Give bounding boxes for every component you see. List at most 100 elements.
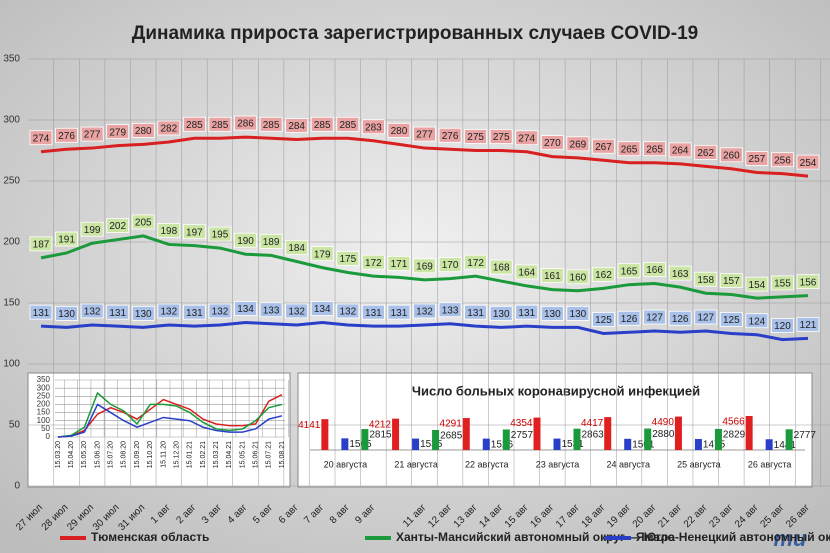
data-label-box [719,312,743,327]
data-label-box [592,138,615,154]
x-tick-label: 15.08.21 [279,441,286,468]
logo: mu [774,526,808,551]
data-label: 274 [518,133,535,144]
data-label: 1535 [420,439,443,450]
bar [341,438,349,450]
data-label: 270 [544,138,561,149]
data-label-box [566,269,590,285]
y-tick-label: 200 [3,237,20,248]
bar [745,416,753,450]
data-label: 195 [212,230,229,241]
data-label-box [259,234,283,249]
data-label-box [387,255,411,271]
data-label-box [234,301,257,316]
legend-label: Ханты-Мансийский автономный округ — Югра [396,530,675,544]
data-label-box [566,305,590,321]
data-label: 184 [288,243,305,254]
data-label: 279 [109,127,126,138]
data-label-box [515,304,539,320]
data-label-box [464,254,488,270]
y-tick-label: 50 [41,424,50,433]
data-label-box [771,152,794,168]
data-label-box [694,271,718,287]
data-label: 280 [391,126,408,137]
data-label: 4354 [510,418,533,429]
bar [321,419,329,450]
data-label: 4490 [652,417,675,428]
data-label-box [592,266,615,282]
data-label-box [285,118,309,133]
bar [412,438,420,450]
data-label-box [336,116,360,132]
data-label: 127 [646,313,663,324]
data-label: 275 [493,132,510,143]
x-tick-label: 22 августа [465,459,509,469]
data-label-box [234,232,257,248]
data-label: 131 [186,308,203,319]
y-tick-label: 300 [37,383,51,392]
data-label: 156 [800,277,817,288]
data-label-box [592,312,615,327]
data-label: 154 [749,280,766,291]
data-label: 130 [135,309,152,320]
data-label: 132 [160,307,177,318]
data-label-box [106,124,130,140]
data-label: 131 [365,308,382,319]
inset-title: Число больных коронавирусной инфекцией [412,383,700,398]
series-line [57,391,283,438]
data-label-box [106,304,130,320]
bar [432,430,440,450]
data-label: 132 [339,307,356,318]
y-tick-label: 300 [3,115,20,126]
data-label: 190 [237,236,254,247]
data-label: 172 [467,258,484,269]
x-tick-label: 15.04.20 [68,441,75,468]
data-label-box [413,258,436,274]
bar [462,418,470,450]
data-label: 264 [672,146,689,157]
data-label: 1526 [491,439,514,450]
data-label: 191 [58,235,75,246]
data-label: 274 [33,133,50,144]
data-label: 133 [263,305,280,316]
y-tick-label: 50 [9,420,21,431]
data-label: 130 [544,309,561,320]
data-label: 187 [33,240,50,251]
x-tick-label: 25 августа [677,459,721,469]
y-tick-label: 100 [3,359,20,370]
series-line [57,403,283,438]
data-label: 126 [621,314,638,325]
data-label-box [796,154,820,170]
x-tick-label: 15.02.21 [200,441,207,468]
data-label: 130 [493,309,510,320]
data-label: 134 [314,304,331,315]
data-label: 1441 [774,440,797,451]
inset-panel [297,372,813,488]
data-label: 267 [595,142,612,153]
data-label: 2863 [582,429,605,440]
data-label-box [694,309,718,325]
data-label: 276 [58,131,75,142]
y-tick-label: 350 [3,54,20,65]
data-label: 4417 [581,418,604,429]
bar [392,418,400,450]
x-tick-label: 24 августа [606,459,650,469]
series-line [40,321,809,342]
data-label-box [182,304,206,320]
data-label-box [208,116,232,132]
data-label-box [387,304,411,320]
data-label: 164 [518,268,535,279]
data-label-box [719,273,743,288]
data-label-box [617,310,641,326]
data-label-box [80,303,104,319]
bar [573,428,581,450]
data-label-box [540,268,564,283]
data-label: 198 [160,226,177,237]
x-tick-label: 15.07.20 [108,441,115,468]
bar [785,429,793,450]
data-label-box [29,130,53,146]
data-label: 165 [621,266,638,277]
data-label-box [643,309,666,325]
data-label-box [796,316,820,332]
